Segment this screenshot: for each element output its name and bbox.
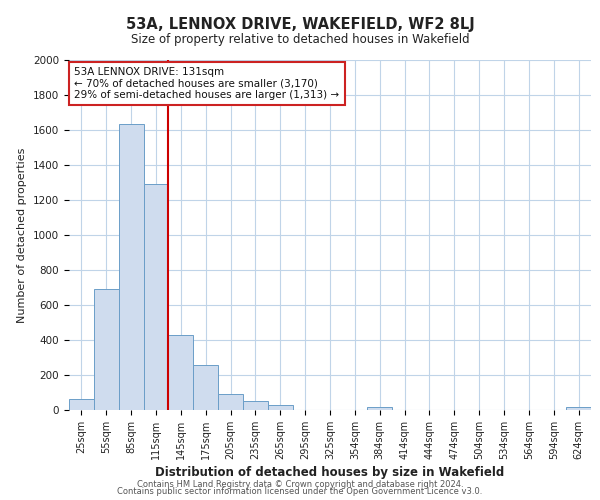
Bar: [69, 398, 94, 410]
Bar: [119, 124, 143, 410]
Text: Contains public sector information licensed under the Open Government Licence v3: Contains public sector information licen…: [118, 488, 482, 496]
Text: Size of property relative to detached houses in Wakefield: Size of property relative to detached ho…: [131, 32, 469, 46]
Bar: [169, 335, 193, 410]
Y-axis label: Number of detached properties: Number of detached properties: [17, 148, 28, 322]
Bar: [566, 406, 591, 410]
Bar: [94, 289, 119, 410]
X-axis label: Distribution of detached houses by size in Wakefield: Distribution of detached houses by size …: [155, 466, 505, 479]
Bar: [193, 366, 218, 410]
Bar: [218, 394, 243, 410]
Text: 53A, LENNOX DRIVE, WAKEFIELD, WF2 8LJ: 53A, LENNOX DRIVE, WAKEFIELD, WF2 8LJ: [125, 18, 475, 32]
Bar: [143, 184, 169, 410]
Bar: [268, 405, 293, 410]
Text: Contains HM Land Registry data © Crown copyright and database right 2024.: Contains HM Land Registry data © Crown c…: [137, 480, 463, 489]
Text: 53A LENNOX DRIVE: 131sqm
← 70% of detached houses are smaller (3,170)
29% of sem: 53A LENNOX DRIVE: 131sqm ← 70% of detach…: [74, 67, 340, 100]
Bar: [367, 408, 392, 410]
Bar: [243, 401, 268, 410]
